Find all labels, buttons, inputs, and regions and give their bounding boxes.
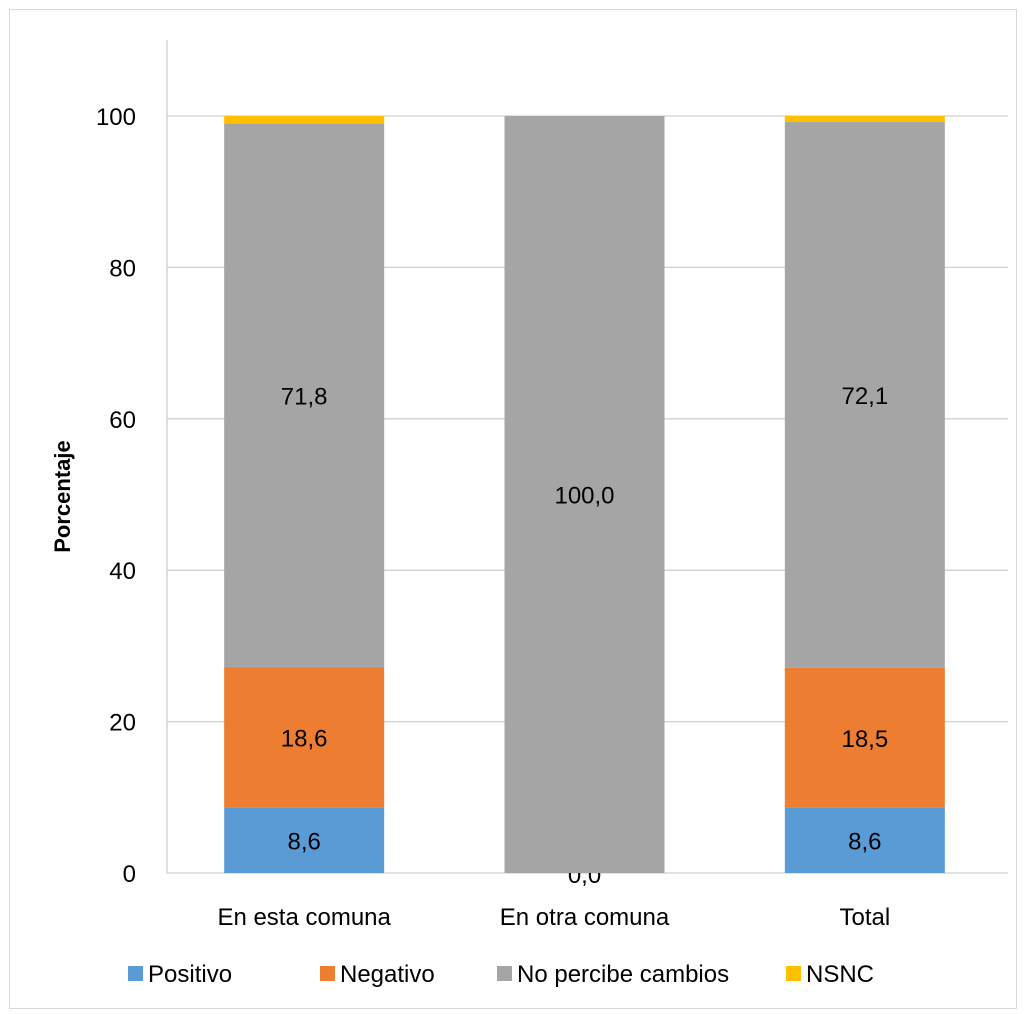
y-tick-label: 60 <box>109 407 136 434</box>
legend-label: No percibe cambios <box>517 961 729 988</box>
y-tick-label: 0 <box>123 861 136 888</box>
data-label: 8,6 <box>287 828 320 855</box>
bar-segment-negativo <box>784 667 945 808</box>
y-axis-title: Porcentaje <box>50 440 75 553</box>
data-label: 18,6 <box>281 725 328 752</box>
y-tick-label: 40 <box>109 558 136 585</box>
data-label: 71,8 <box>281 383 328 410</box>
x-category-label: En esta comuna <box>217 904 391 931</box>
x-category-label: Total <box>839 904 890 931</box>
data-label: 72,1 <box>841 383 888 410</box>
bar-segment-no-percibe-cambios <box>224 123 385 668</box>
bar-segment-positivo <box>784 807 945 873</box>
legend-label: Negativo <box>340 961 435 988</box>
legend-swatch <box>786 966 801 981</box>
data-label: 100,0 <box>554 483 614 510</box>
y-tick-label: 100 <box>96 104 136 131</box>
data-label: 18,5 <box>841 726 888 753</box>
y-tick-label: 20 <box>109 710 136 737</box>
bar-segment-no-percibe-cambios <box>504 116 665 873</box>
bar-segment-negativo <box>224 667 385 808</box>
x-category-label: En otra comuna <box>500 904 670 931</box>
legend-swatch <box>128 966 143 981</box>
bar-segment-no-percibe-cambios <box>784 122 945 668</box>
bar-segment-nsnc <box>224 116 385 124</box>
chart-frame <box>9 9 1017 1009</box>
data-label: 8,6 <box>848 828 881 855</box>
legend-swatch <box>497 966 512 981</box>
bar-segment-nsnc <box>784 116 945 123</box>
y-tick-label: 80 <box>109 255 136 282</box>
bar-segment-positivo <box>224 807 385 873</box>
legend-label: Positivo <box>148 961 232 988</box>
legend-swatch <box>320 966 335 981</box>
legend-label: NSNC <box>806 961 874 988</box>
